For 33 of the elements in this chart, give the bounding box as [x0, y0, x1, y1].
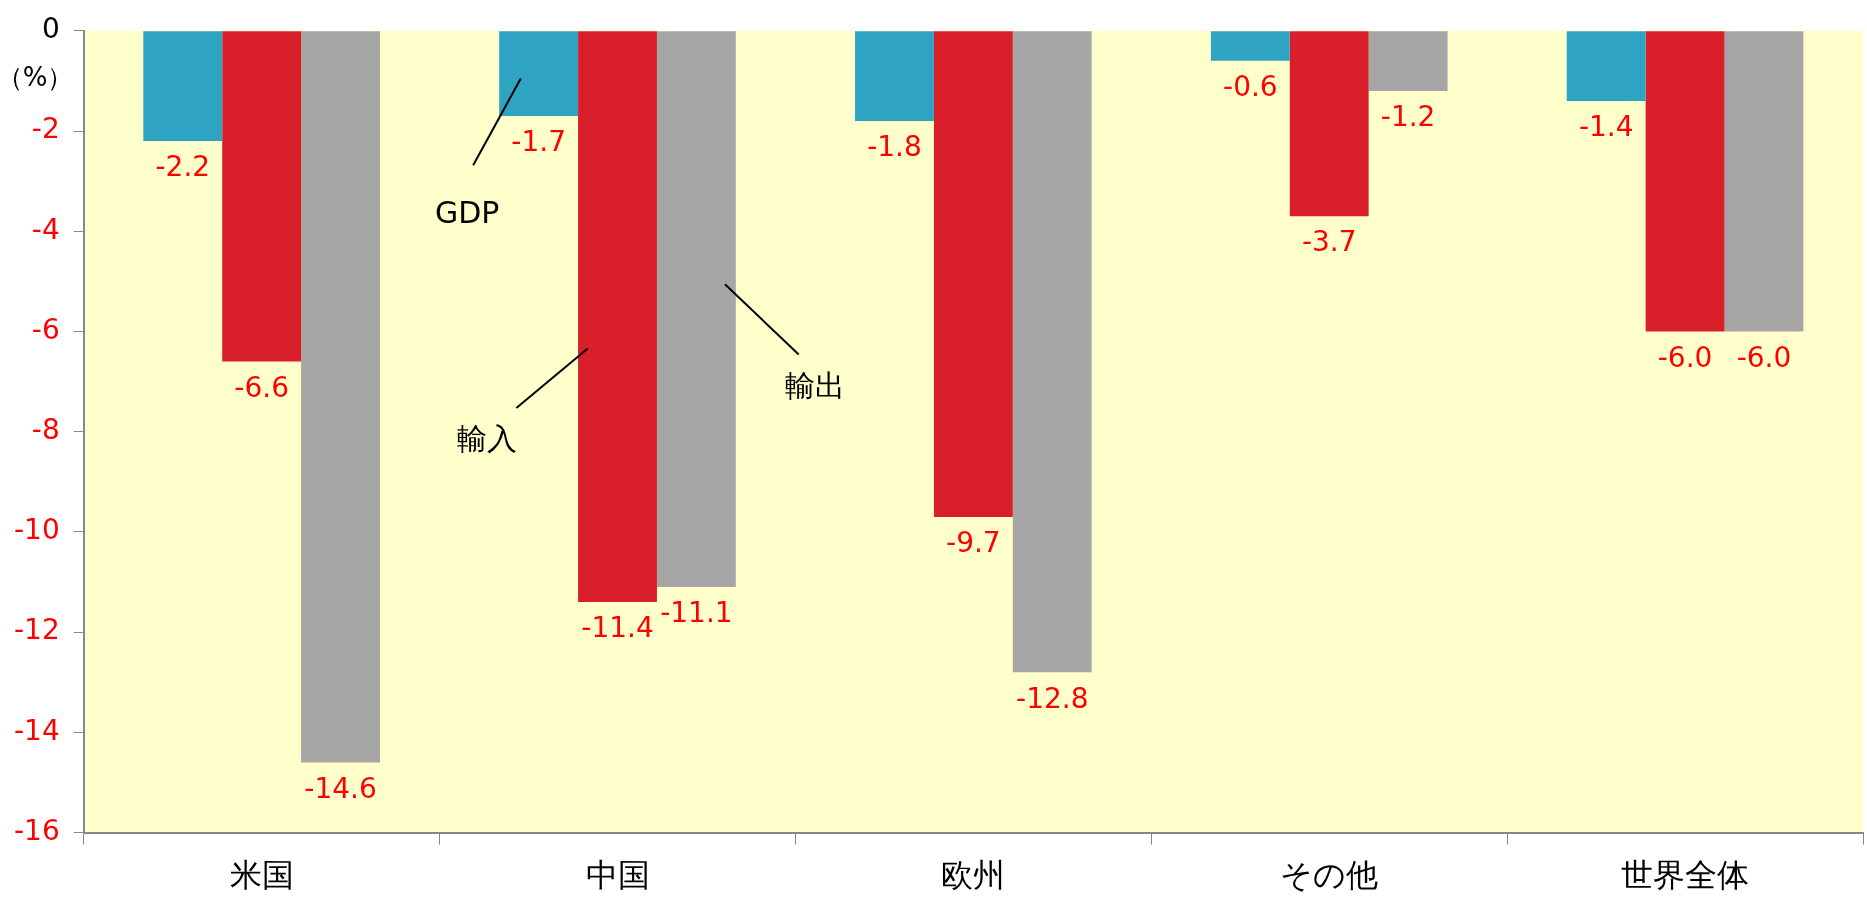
text: GDP: [435, 195, 500, 231]
y-tick-label: -2: [31, 112, 60, 146]
y-tick-label: -6: [31, 312, 60, 346]
x-tick-label: 世界全体: [1621, 856, 1750, 895]
data-label: -0.6: [1223, 70, 1278, 104]
x-tick-label: 欧州: [941, 856, 1006, 895]
y-tick-label: -12: [14, 613, 60, 647]
x-tick-label: その他: [1280, 856, 1379, 895]
x-tick-label: 米国: [229, 856, 294, 895]
data-label: -9.7: [946, 526, 1001, 560]
data-label: -1.2: [1380, 100, 1436, 134]
data-label: -6.0: [1736, 340, 1792, 374]
series-label: 輸出: [785, 367, 846, 403]
data-label: -12.8: [1016, 681, 1089, 715]
y-tick-label: -16: [14, 813, 60, 847]
data-label: -1.8: [867, 130, 922, 164]
y-tick-label: -4: [31, 212, 60, 246]
y-tick-label: -10: [14, 513, 60, 547]
y-axis-title: （%）: [0, 61, 74, 92]
data-label: -11.1: [660, 596, 733, 630]
data-label: -1.7: [511, 125, 566, 159]
text: 輸入: [456, 421, 517, 457]
data-label: -11.4: [581, 611, 654, 645]
y-tick-label: 0: [41, 12, 60, 46]
data-label: -6.6: [234, 370, 289, 404]
y-tick-label: -14: [14, 713, 60, 747]
x-tick-label: 中国: [585, 856, 650, 895]
data-label: -6.0: [1657, 340, 1713, 374]
data-label: -1.4: [1578, 110, 1634, 144]
data-label: -2.2: [155, 150, 211, 184]
data-label: -3.7: [1301, 225, 1357, 259]
y-tick-label: -8: [31, 412, 60, 446]
data-label: -14.6: [304, 771, 377, 805]
